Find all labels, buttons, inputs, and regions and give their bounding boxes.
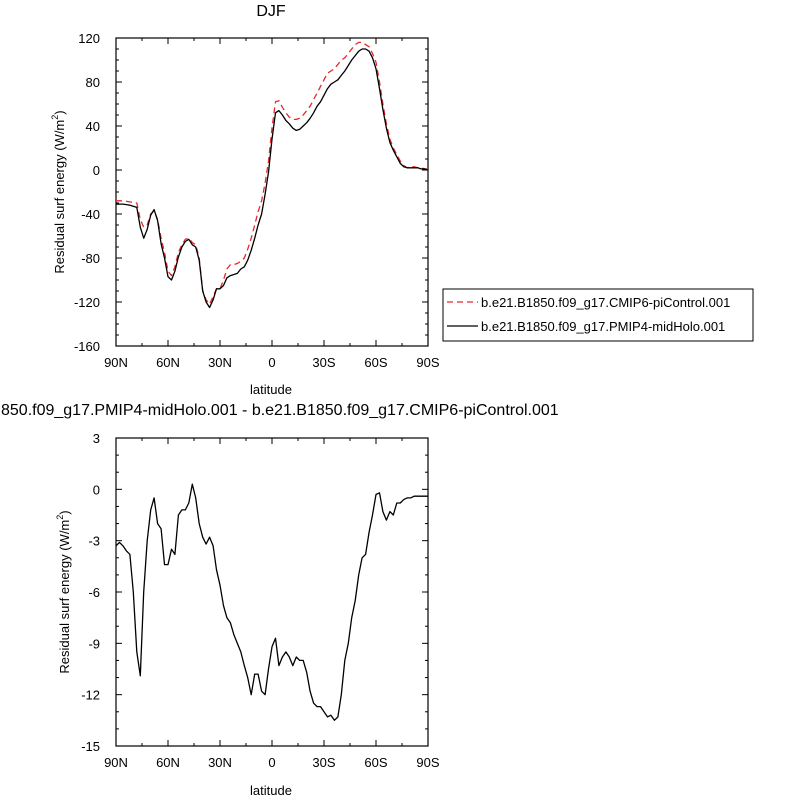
y-tick-label: -9 [88,636,100,651]
y-tick-label: -80 [81,251,100,266]
legend: b.e21.B1850.f09_g17.CMIP6-piControl.001 … [442,288,754,342]
y-axis-label: Residual surf energy (W/m2) [55,510,72,673]
y-tick-label: -6 [88,585,100,600]
series-line-cmip6 [116,41,428,305]
plot-frame [115,37,429,347]
y-tick-label: 80 [86,75,100,90]
x-tick-label: 60S [364,755,387,770]
y-tick-label: -12 [81,688,100,703]
x-tick-label: 60N [156,755,180,770]
series-line-difference [115,483,428,721]
y-tick-label: -15 [81,739,100,754]
plot-area: 90N 60N 30N 0 30S 60S 90S 120 80 40 0 -40 -80 -120 -16… [74,31,440,370]
x-tick-label: 90N [104,755,128,770]
x-tick-label: 90N [104,355,128,370]
x-tick-label: 90S [416,355,439,370]
x-axis-label: latitude [250,783,292,798]
x-axis-label: latitude [250,382,292,397]
y-tick-label: -3 [88,534,100,549]
y-tick-label: 0 [93,482,100,497]
chart-title: DJF [256,3,286,20]
x-tick-label: 0 [268,755,275,770]
x-tick-label: 0 [268,355,275,370]
y-tick-label: -40 [81,207,100,222]
legend-label-midholo: b.e21.B1850.f09_g17.PMIP4-midHolo.001 [481,319,725,334]
chart-title: 850.f09_g17.PMIP4-midHolo.001 - b.e21.B1… [1,402,559,419]
y-tick-label: -160 [74,339,100,354]
y-tick-label: 40 [86,119,100,134]
x-tick-label: 30S [312,355,335,370]
x-tick-label: 30N [208,355,232,370]
plot-frame [115,437,429,747]
y-tick-label: -120 [74,295,100,310]
series-line-midholo [116,48,429,309]
x-tick-label: 60S [364,355,387,370]
x-tick-label: 30S [312,755,335,770]
y-axis-label: Residual surf energy (W/m2) [50,110,67,273]
legend-box [442,288,754,342]
chart-panel-djf: DJF 90N 60N 30N 0 30S 60S 90S 120 80 40 0 -40 -80 -12… [50,3,754,397]
y-tick-label: 120 [78,31,100,46]
plot-area: 90N 60N 30N 0 30S 60S 90S 3 0 -3 -6 -9 -12 -15 [81,431,440,770]
x-tick-label: 30N [208,755,232,770]
legend-label-cmip6: b.e21.B1850.f09_g17.CMIP6-piControl.001 [481,295,730,310]
y-tick-label: 3 [93,431,100,446]
y-tick-label: 0 [93,163,100,178]
x-tick-label: 90S [416,755,439,770]
x-tick-label: 60N [156,355,180,370]
chart-panel-difference: 850.f09_g17.PMIP4-midHolo.001 - b.e21.B1… [1,402,559,798]
